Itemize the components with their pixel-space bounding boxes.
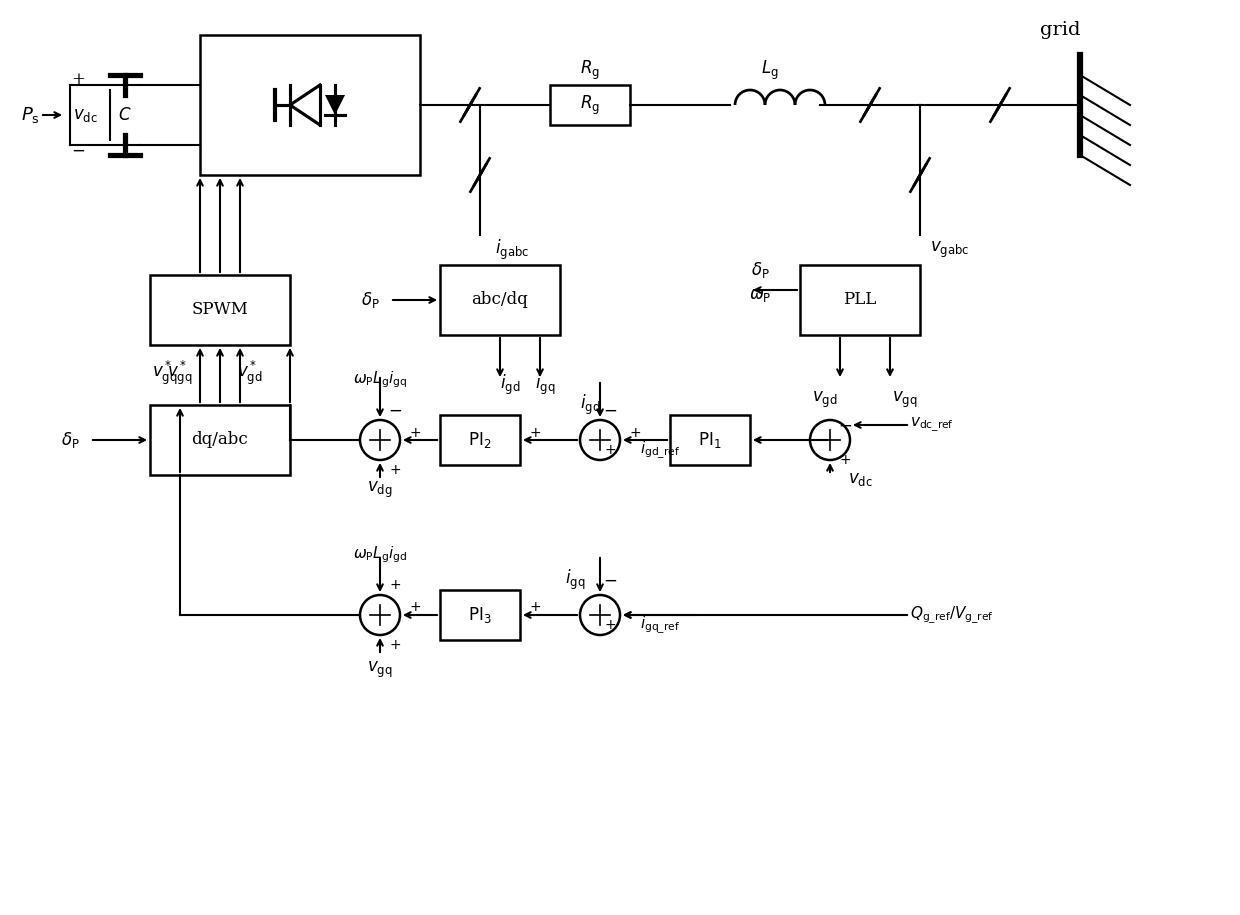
Text: +: + bbox=[389, 578, 401, 592]
Text: $-$: $-$ bbox=[603, 571, 618, 589]
Text: $R_{\rm g}$: $R_{\rm g}$ bbox=[580, 59, 600, 81]
Text: $i_{\rm gq}$: $i_{\rm gq}$ bbox=[534, 373, 556, 397]
Text: $i_{\rm gq\_ref}$: $i_{\rm gq\_ref}$ bbox=[640, 615, 680, 636]
Text: $Q_{\rm g\_ref}/V_{\rm g\_ref}$: $Q_{\rm g\_ref}/V_{\rm g\_ref}$ bbox=[910, 605, 994, 626]
Text: +: + bbox=[839, 453, 851, 467]
Text: $i_{\rm gd\_ref}$: $i_{\rm gd\_ref}$ bbox=[640, 439, 680, 460]
Text: $v^*_{\rm gd}$: $v^*_{\rm gd}$ bbox=[237, 359, 263, 387]
Text: $\rm PI_1$: $\rm PI_1$ bbox=[698, 430, 722, 450]
Text: $i_{\rm gd}$: $i_{\rm gd}$ bbox=[500, 373, 521, 397]
Text: $\delta_{\rm P}$: $\delta_{\rm P}$ bbox=[61, 430, 81, 450]
Text: $-$: $-$ bbox=[838, 416, 852, 434]
Text: $v_{\rm gq}$: $v_{\rm gq}$ bbox=[367, 660, 393, 680]
Text: $\omega_{\rm P}L_{\rm g}i_{\rm gd}$: $\omega_{\rm P}L_{\rm g}i_{\rm gd}$ bbox=[353, 544, 407, 565]
Text: +: + bbox=[629, 426, 641, 440]
Text: $v^*_{\rm gq}$: $v^*_{\rm gq}$ bbox=[167, 359, 192, 387]
Text: $+$: $+$ bbox=[604, 618, 616, 632]
Bar bbox=[670, 415, 750, 465]
Text: +: + bbox=[389, 638, 401, 652]
Text: $i_{\rm gd}$: $i_{\rm gd}$ bbox=[579, 393, 600, 417]
Text: $\delta_{\rm P}$: $\delta_{\rm P}$ bbox=[750, 260, 769, 280]
Bar bbox=[200, 35, 420, 175]
Text: $-$: $-$ bbox=[603, 401, 618, 419]
Text: $\rm PI_3$: $\rm PI_3$ bbox=[469, 605, 492, 625]
Text: dq/abc: dq/abc bbox=[192, 432, 248, 448]
Text: $C$: $C$ bbox=[118, 106, 131, 124]
Text: SPWM: SPWM bbox=[191, 302, 248, 318]
Bar bbox=[440, 265, 560, 335]
Bar bbox=[150, 405, 290, 475]
Text: +: + bbox=[71, 71, 84, 89]
Text: $v_{\rm gabc}$: $v_{\rm gabc}$ bbox=[930, 240, 970, 260]
Bar bbox=[440, 415, 520, 465]
Bar bbox=[150, 275, 290, 345]
Text: $v_{\rm dg}$: $v_{\rm dg}$ bbox=[367, 479, 393, 501]
Text: PLL: PLL bbox=[843, 292, 877, 308]
Text: $-$: $-$ bbox=[388, 401, 402, 419]
Text: $-$: $-$ bbox=[71, 142, 86, 158]
Text: +: + bbox=[529, 600, 541, 614]
Text: $v_{\rm gd}$: $v_{\rm gd}$ bbox=[812, 390, 838, 410]
Text: $R_{\rm g}$: $R_{\rm g}$ bbox=[580, 93, 600, 116]
Text: $\omega_{\rm P}L_{\rm g}i_{\rm gq}$: $\omega_{\rm P}L_{\rm g}i_{\rm gq}$ bbox=[353, 370, 407, 390]
Bar bbox=[800, 265, 920, 335]
Text: $L_{\rm g}$: $L_{\rm g}$ bbox=[761, 59, 779, 81]
Text: $v_{\rm dc}$: $v_{\rm dc}$ bbox=[848, 471, 873, 489]
Polygon shape bbox=[325, 95, 345, 115]
Text: $v_{\rm dc\_ref}$: $v_{\rm dc\_ref}$ bbox=[910, 416, 954, 434]
Text: $i_{\rm gq}$: $i_{\rm gq}$ bbox=[564, 568, 585, 592]
Text: $\omega_{\rm P}$: $\omega_{\rm P}$ bbox=[749, 286, 771, 304]
Text: $\delta_{\rm P}$: $\delta_{\rm P}$ bbox=[361, 290, 379, 310]
Text: +: + bbox=[389, 463, 401, 477]
Text: grid: grid bbox=[1040, 21, 1080, 39]
Bar bbox=[440, 590, 520, 640]
Text: $v_{\rm gq}$: $v_{\rm gq}$ bbox=[893, 390, 918, 410]
Text: $v^*_{\rm gq}$: $v^*_{\rm gq}$ bbox=[153, 359, 177, 387]
Text: $v_{\rm dc}$: $v_{\rm dc}$ bbox=[73, 106, 98, 124]
Text: $\rm PI_2$: $\rm PI_2$ bbox=[469, 430, 492, 450]
Bar bbox=[551, 85, 630, 125]
Text: abc/dq: abc/dq bbox=[471, 292, 528, 308]
Text: +: + bbox=[409, 600, 420, 614]
Text: +: + bbox=[409, 426, 420, 440]
Text: $P_{\rm s}$: $P_{\rm s}$ bbox=[21, 105, 40, 125]
Text: +: + bbox=[529, 426, 541, 440]
Text: $+$: $+$ bbox=[604, 443, 616, 457]
Text: $i_{\rm gabc}$: $i_{\rm gabc}$ bbox=[495, 238, 529, 262]
